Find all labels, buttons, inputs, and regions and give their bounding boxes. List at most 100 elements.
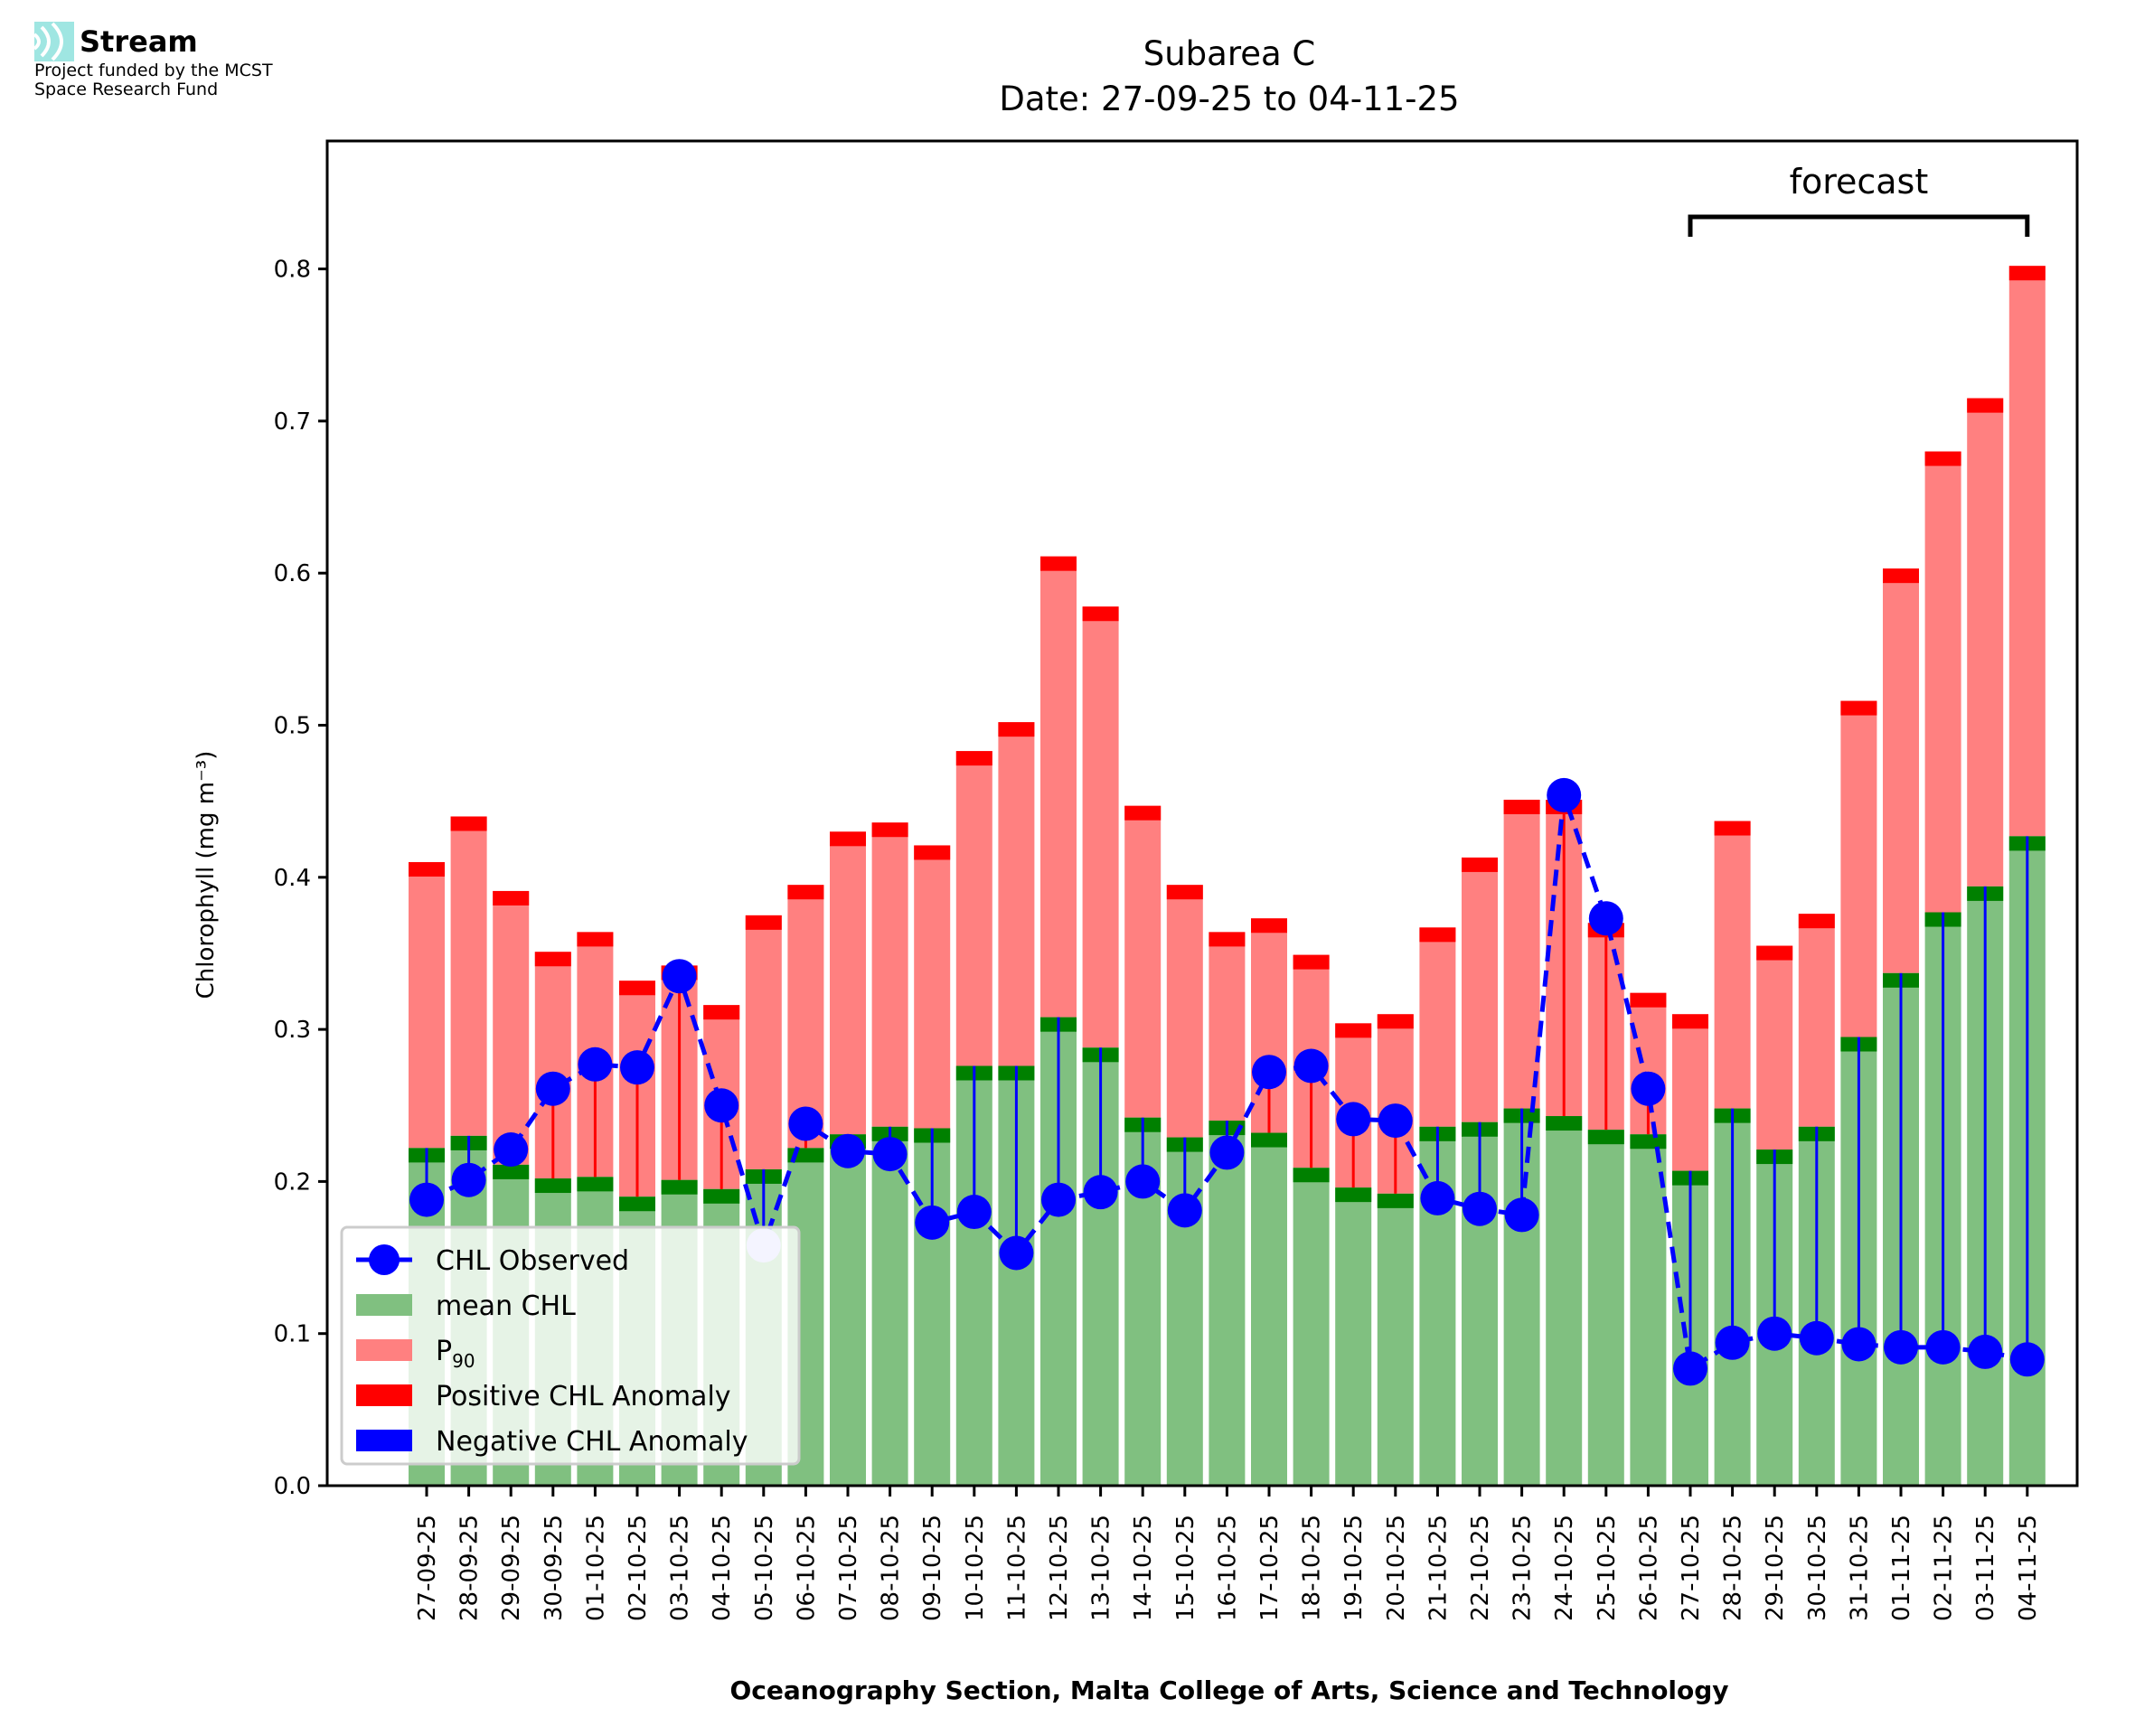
observed-point xyxy=(1336,1102,1371,1137)
chart-subtitle: Date: 27-09-25 to 04-11-25 xyxy=(999,80,1459,118)
p90-cap xyxy=(1335,1023,1372,1038)
x-tick-label: 02-11-25 xyxy=(1931,1515,1958,1621)
x-tick-label: 29-09-25 xyxy=(498,1515,525,1621)
y-tick-label: 0.1 xyxy=(274,1321,311,1348)
x-tick-label: 16-10-25 xyxy=(1214,1515,1241,1621)
p90-bar xyxy=(871,822,908,1127)
p90-bar xyxy=(2008,266,2046,837)
x-tick-label: 19-10-25 xyxy=(1340,1515,1368,1621)
p90-cap xyxy=(1714,821,1751,836)
observed-point xyxy=(1420,1180,1455,1215)
x-tick-label: 11-10-25 xyxy=(1003,1515,1030,1621)
forecast-label: forecast xyxy=(1790,162,1929,202)
x-tick-label: 24-10-25 xyxy=(1551,1515,1578,1621)
x-tick-label: 22-10-25 xyxy=(1467,1515,1494,1621)
mean-cap xyxy=(1293,1168,1330,1183)
x-tick-label: 17-10-25 xyxy=(1256,1515,1284,1621)
x-tick-label: 31-10-25 xyxy=(1846,1515,1873,1621)
x-tick-label: 05-10-25 xyxy=(751,1515,778,1621)
x-tick-label: 08-10-25 xyxy=(878,1515,905,1621)
logo-name: Stream xyxy=(80,24,198,59)
observed-point xyxy=(704,1088,739,1123)
x-tick-label: 25-10-25 xyxy=(1594,1515,1621,1621)
legend-patch-positive-icon xyxy=(356,1384,412,1406)
legend-label: mean CHL xyxy=(436,1290,576,1322)
mean-cap xyxy=(1335,1187,1372,1203)
observed-point xyxy=(662,959,697,994)
p90-cap xyxy=(830,831,866,847)
x-tick-label: 02-10-25 xyxy=(625,1515,652,1621)
observed-point xyxy=(620,1050,654,1085)
p90-cap xyxy=(1040,556,1077,571)
p90-bar xyxy=(1798,914,1835,1127)
y-tick-label: 0.7 xyxy=(274,408,311,436)
legend-label: Negative CHL Anomaly xyxy=(436,1426,748,1458)
p90-cap xyxy=(703,1005,740,1020)
p90-cap xyxy=(998,722,1035,737)
mean-cap xyxy=(1251,1132,1287,1148)
mean-bar xyxy=(1293,1168,1330,1486)
p90-cap xyxy=(534,952,571,967)
p90-bar xyxy=(955,751,992,1066)
y-tick-label: 0.6 xyxy=(274,560,311,587)
p90-bar xyxy=(1082,606,1119,1048)
observed-point xyxy=(956,1195,992,1230)
p90-cap xyxy=(914,845,951,860)
p90-cap xyxy=(1798,914,1835,929)
x-tick-label: 28-09-25 xyxy=(456,1515,484,1621)
y-tick-label: 0.4 xyxy=(274,865,311,892)
p90-bar xyxy=(1714,821,1751,1109)
forecast-annotation: forecast xyxy=(1688,162,2030,237)
p90-cap xyxy=(1209,932,1246,947)
p90-cap xyxy=(1630,992,1667,1008)
p90-cap xyxy=(1924,451,1961,466)
mean-cap xyxy=(1630,1134,1667,1150)
mean-bar xyxy=(1587,1130,1624,1486)
observed-point xyxy=(1252,1055,1286,1090)
p90-bar xyxy=(1503,799,1540,1109)
x-tick-label: 04-11-25 xyxy=(2015,1515,2042,1621)
p90-bar xyxy=(1672,1014,1708,1171)
p90-cap xyxy=(1462,857,1498,872)
p90-bar xyxy=(1924,451,1961,913)
p90-bar xyxy=(450,816,487,1136)
x-tick-label: 04-10-25 xyxy=(709,1515,736,1621)
y-axis-label: Chlorophyll (mg m⁻³) xyxy=(193,751,220,999)
x-axis-label: Oceanography Section, Malta College of A… xyxy=(729,1675,1728,1705)
x-tick-label: 03-10-25 xyxy=(667,1515,694,1621)
p90-bar xyxy=(1040,556,1077,1018)
p90-cap xyxy=(955,751,992,766)
x-tick-label: 15-10-25 xyxy=(1172,1515,1199,1621)
p90-cap xyxy=(1166,885,1203,900)
observed-point xyxy=(1757,1316,1792,1351)
p90-bar xyxy=(493,890,530,1165)
axes-layer: 0.0 0.1 0.2 0.3 0.4 0.5 0.6 0.7 0.8 27-09-25 28-09… xyxy=(274,139,2079,1621)
x-tick-label: 20-10-25 xyxy=(1383,1515,1410,1621)
chart-title: Subarea C xyxy=(1143,34,1316,73)
mean-cap xyxy=(493,1164,530,1179)
p90-cap xyxy=(1840,700,1877,716)
p90-cap xyxy=(1124,805,1162,821)
p90-bar xyxy=(1883,568,1919,973)
observed-point xyxy=(1463,1191,1497,1226)
x-tick-label: 01-10-25 xyxy=(582,1515,609,1621)
observed-point xyxy=(1209,1135,1245,1170)
x-tick-label: 27-10-25 xyxy=(1678,1515,1705,1621)
x-tick-label: 10-10-25 xyxy=(962,1515,989,1621)
mean-bar xyxy=(1377,1193,1414,1486)
x-tick-label: 09-10-25 xyxy=(919,1515,946,1621)
p90-bar xyxy=(409,861,445,1149)
p90-cap xyxy=(493,890,530,906)
mean-bar xyxy=(1630,1134,1667,1486)
plot-frame xyxy=(325,139,2079,1487)
p90-bar xyxy=(1967,398,2004,887)
p90-cap xyxy=(619,981,655,996)
p90-bar xyxy=(1209,932,1246,1121)
p90-bar xyxy=(1756,945,1793,1150)
x-tick-label: 13-10-25 xyxy=(1088,1515,1115,1621)
legend-label: Positive CHL Anomaly xyxy=(436,1381,731,1412)
x-tick-label: 07-10-25 xyxy=(835,1515,862,1621)
p90-cap xyxy=(1503,799,1540,814)
x-tick-label: 30-10-25 xyxy=(1804,1515,1831,1621)
